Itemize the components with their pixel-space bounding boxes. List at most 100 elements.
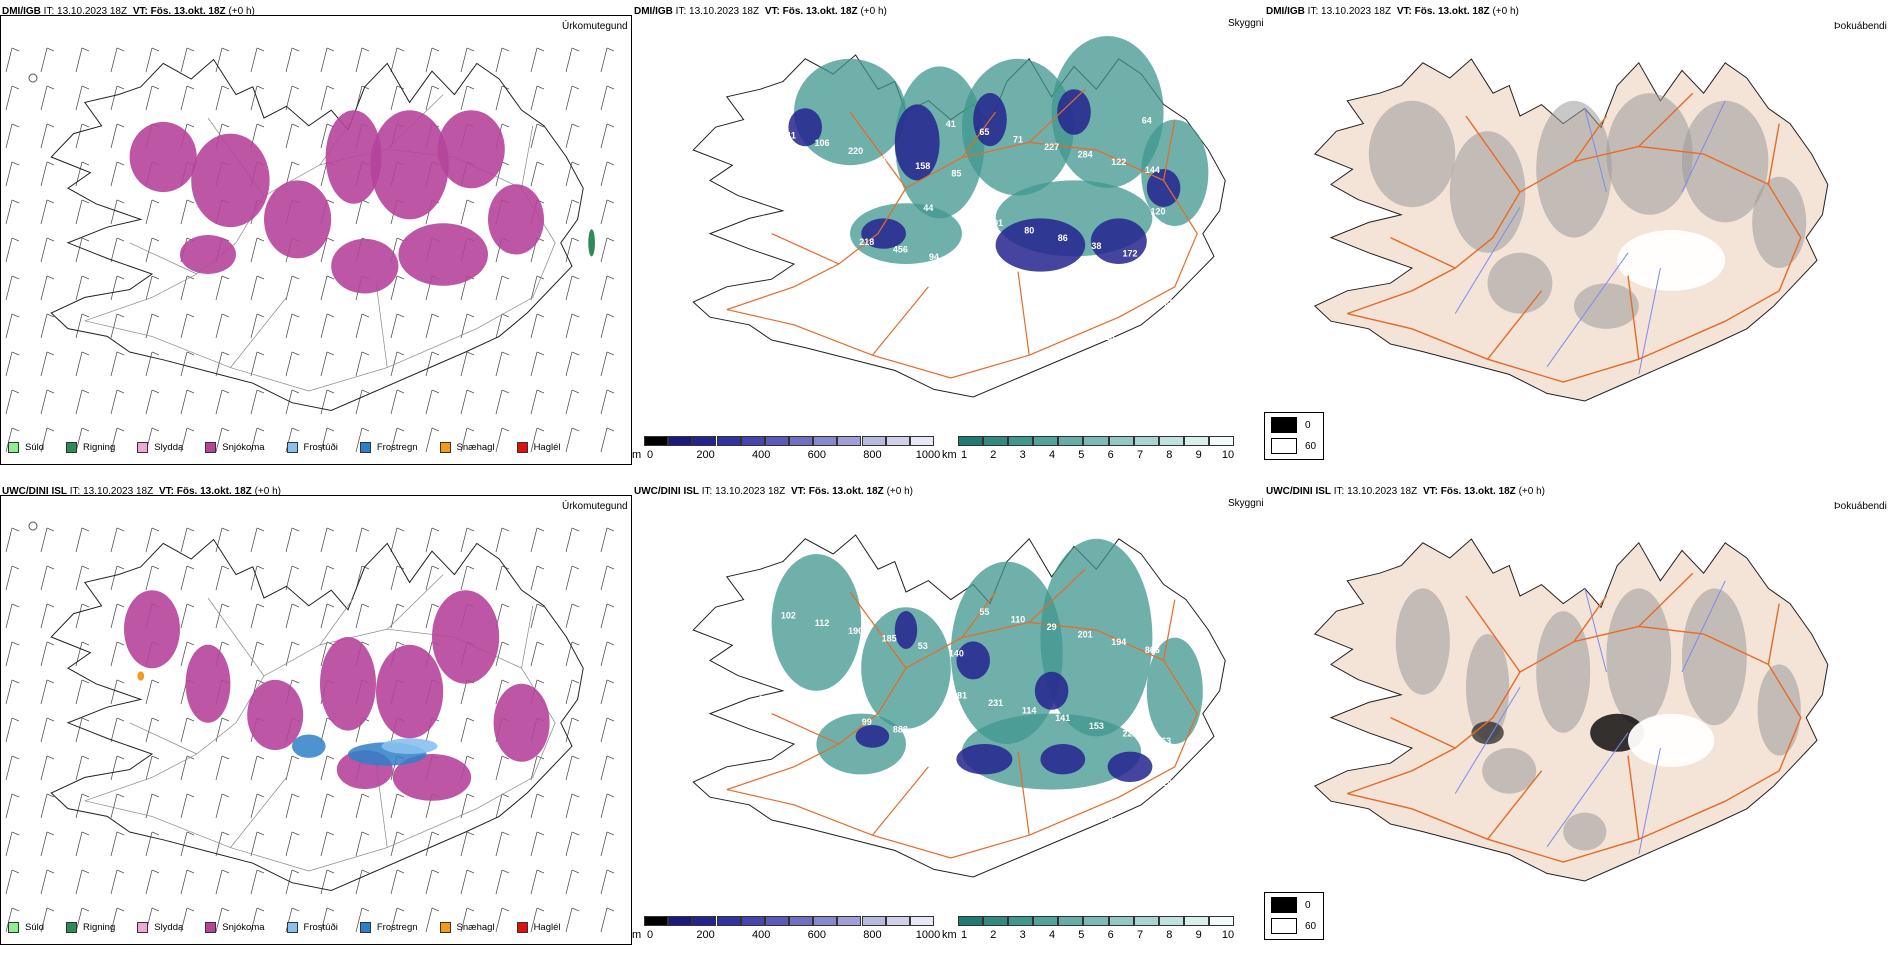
low-ceiling-area: [956, 744, 1013, 775]
snow-pellet-spot: [137, 671, 145, 681]
row1-fog-panel: DMI/IGB IT: 13.10.2023 18Z VT: Fös. 13.o…: [1264, 0, 1900, 470]
wind-barb: [530, 123, 545, 149]
ceiling-label: 178: [904, 336, 919, 346]
fog-index-area: [1449, 131, 1526, 253]
colorbar-cell: [1108, 436, 1134, 446]
ceiling-label: 29: [1047, 622, 1057, 632]
wind-barb: [75, 199, 90, 225]
ceiling-label: 81: [957, 690, 967, 700]
wind-barb: [530, 907, 545, 933]
snow-area: [124, 590, 180, 669]
wind-barb: [250, 237, 265, 263]
wind-barb: [320, 793, 335, 819]
wind-barb: [215, 907, 230, 933]
ceiling-label: 456: [893, 245, 908, 255]
row2-visibility-panel: UWC/DINI ISL IT: 13.10.2023 18Z VT: Fös.…: [632, 480, 1324, 950]
ceiling-label: 284: [1078, 150, 1093, 160]
road-branch: [386, 574, 444, 630]
low-ceiling-area: [1034, 671, 1069, 710]
iceland-coastline: [50, 58, 584, 412]
colorbar-unit: km: [942, 929, 957, 941]
wind-barb: [565, 641, 580, 667]
legend-item: Frostregn: [359, 441, 418, 453]
wind-barb: [320, 869, 335, 895]
road-branch: [1487, 770, 1543, 840]
ceiling-label: 288: [938, 343, 953, 353]
ceiling-label: 185: [882, 633, 897, 643]
wind-barb: [75, 161, 90, 187]
ceiling-label: 112: [815, 618, 830, 628]
colorbar-tick: 10: [1221, 929, 1235, 941]
wind-barb: [565, 679, 580, 705]
colorbar-tick: 4: [1048, 929, 1056, 941]
ceiling-label: 31: [1164, 298, 1174, 308]
wind-barb: [600, 641, 615, 667]
wind-barb: [495, 679, 510, 705]
ceiling-label: 194: [1111, 637, 1126, 647]
fog-key-row: 0: [1271, 417, 1311, 433]
colorbar-unit: km: [942, 449, 957, 461]
ceiling-label: 53: [918, 641, 928, 651]
wind-barb: [110, 755, 125, 781]
fog-key-box: 0 60: [1264, 892, 1324, 940]
wind-barb: [530, 793, 545, 819]
wind-barb: [530, 641, 545, 667]
wind-barb: [110, 527, 125, 553]
colorbar-cell: [1133, 436, 1159, 446]
colorbar-tick: 0: [646, 449, 654, 461]
ceiling-label: 102: [781, 611, 796, 621]
wind-barb: [250, 641, 265, 667]
legend-swatch: [137, 921, 149, 933]
row1-visibility-panel: DMI/IGB IT: 13.10.2023 18Z VT: Fös. 13.o…: [632, 0, 1324, 470]
colorbar-tick: 1000: [915, 929, 941, 941]
wind-barb: [40, 793, 55, 819]
wind-barb: [320, 47, 335, 73]
colorbar-cell: [692, 916, 717, 926]
wind-barb: [180, 275, 195, 301]
wind-barb: [355, 427, 370, 453]
colorbar-tick: 9: [1195, 449, 1202, 461]
colorbar-tick: 5: [1078, 449, 1085, 461]
ceiling-label: 88: [1103, 812, 1113, 822]
ceiling-label: 25: [828, 709, 838, 719]
legend-item: Snæhagl: [439, 921, 495, 933]
wind-barb: [355, 869, 370, 895]
colorbar-cell: [668, 916, 693, 926]
ceiling-label: 499: [904, 816, 919, 826]
fog-key-label: 0: [1305, 899, 1311, 911]
ceiling-label: 114: [1022, 706, 1037, 716]
colorbar-tick: 8: [1166, 449, 1173, 461]
wind-barb: [180, 755, 195, 781]
ceiling-label: 220: [848, 146, 863, 156]
colorbar-cell: [1158, 916, 1184, 926]
river: [1454, 686, 1521, 794]
ceiling-label: 110: [1011, 614, 1026, 624]
road-branch: [1487, 290, 1543, 360]
snow-area: [185, 644, 231, 723]
wind-barb: [285, 869, 300, 895]
precip-map: [5, 521, 615, 933]
colorbar-cell: [789, 436, 814, 446]
wind-barb: [40, 907, 55, 933]
wind-barb: [530, 47, 545, 73]
wind-barb: [285, 351, 300, 377]
road-branch: [1017, 751, 1030, 836]
wind-barb: [600, 717, 615, 743]
wind-barb: [250, 755, 265, 781]
wind-barb: [180, 85, 195, 111]
wind-barb: [145, 717, 160, 743]
colorbar-tick: 400: [752, 929, 771, 941]
wind-barb: [495, 275, 510, 301]
wind-barb: [75, 123, 90, 149]
visibility-colorbar: km 1 2 3 4 5 6 7 8 9 10: [942, 436, 1242, 476]
wind-barb: [180, 793, 195, 819]
wind-barb: [320, 237, 335, 263]
ceiling-label: 131: [826, 229, 841, 239]
wind-barb: [600, 907, 615, 933]
snow-area: [325, 110, 382, 204]
legend-item: Frostúði: [286, 441, 338, 453]
wind-barb: [145, 869, 160, 895]
road-branch: [771, 233, 840, 265]
wind-barb: [5, 679, 20, 705]
wind-barb: [600, 237, 615, 263]
